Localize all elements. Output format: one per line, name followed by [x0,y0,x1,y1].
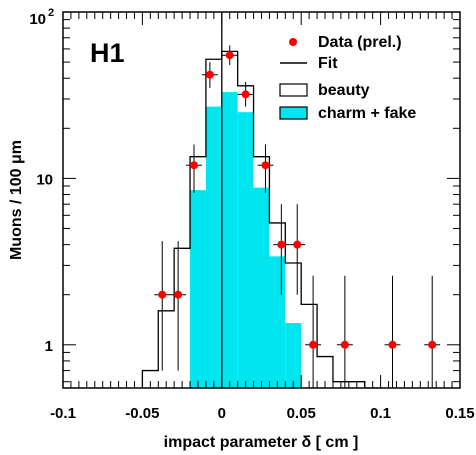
x-tick-label: 0 [218,405,226,422]
charm-bar [253,187,270,388]
data-point [424,275,441,388]
charm-bar [269,256,286,388]
legend-data-marker [289,38,297,46]
data-point-marker [241,90,250,99]
y-tick-label: 10 [29,11,46,28]
legend-beauty-swatch [279,83,308,97]
data-point-marker [158,290,167,299]
charm-bar [221,92,238,388]
data-point [257,144,274,193]
axis-ticks [62,12,461,388]
legend-charm-label: charm + fake [318,105,416,122]
data-point [289,204,306,295]
data-point-marker [174,290,183,299]
data-point-marker [388,340,397,349]
experiment-label: H1 [90,38,125,68]
data-point [384,275,401,388]
data-point-marker [428,340,437,349]
x-tick-label: -0.05 [125,405,159,422]
data-point [170,241,187,371]
data-point [221,45,238,66]
charm-bar [205,106,222,388]
data-point-marker [277,240,286,249]
legend-charm-swatch [279,106,308,120]
y-tick-label-exponent: 2 [48,7,54,19]
fit-histogram-line [141,50,381,388]
histogram-layer [141,50,381,388]
data-point [186,144,202,193]
charm-bar [237,112,254,388]
legend: Data (prel.) Fit beauty charm + fake [279,34,416,122]
y-tick-label: 1 [45,338,53,355]
x-tick-label: -0.1 [50,405,76,422]
data-point-marker [309,340,318,349]
data-point-marker [205,70,214,79]
data-point [336,275,353,388]
data-point-marker [261,161,270,170]
charm-bar [285,323,302,388]
y-axis-label: Muons / 100 μm [8,140,25,260]
data-point-marker [293,240,302,249]
y-tick-label: 10 [36,171,53,188]
data-point [154,241,171,371]
charm-bar [190,190,206,388]
x-tick-label: 0.05 [287,405,316,422]
data-point [237,81,254,107]
legend-fit-label: Fit [318,55,338,72]
data-point-marker [340,340,349,349]
x-tick-label: 0.15 [445,405,474,422]
legend-beauty-label: beauty [318,82,370,99]
data-point-marker [190,161,199,170]
data-points-layer [154,45,441,388]
x-tick-label: 0.1 [370,405,391,422]
data-point-marker [225,51,234,60]
data-point [305,275,322,388]
x-axis-label: impact parameter δ [ cm ] [164,434,359,451]
data-point [201,62,218,88]
legend-data-label: Data (prel.) [318,34,402,51]
data-point [273,204,290,295]
